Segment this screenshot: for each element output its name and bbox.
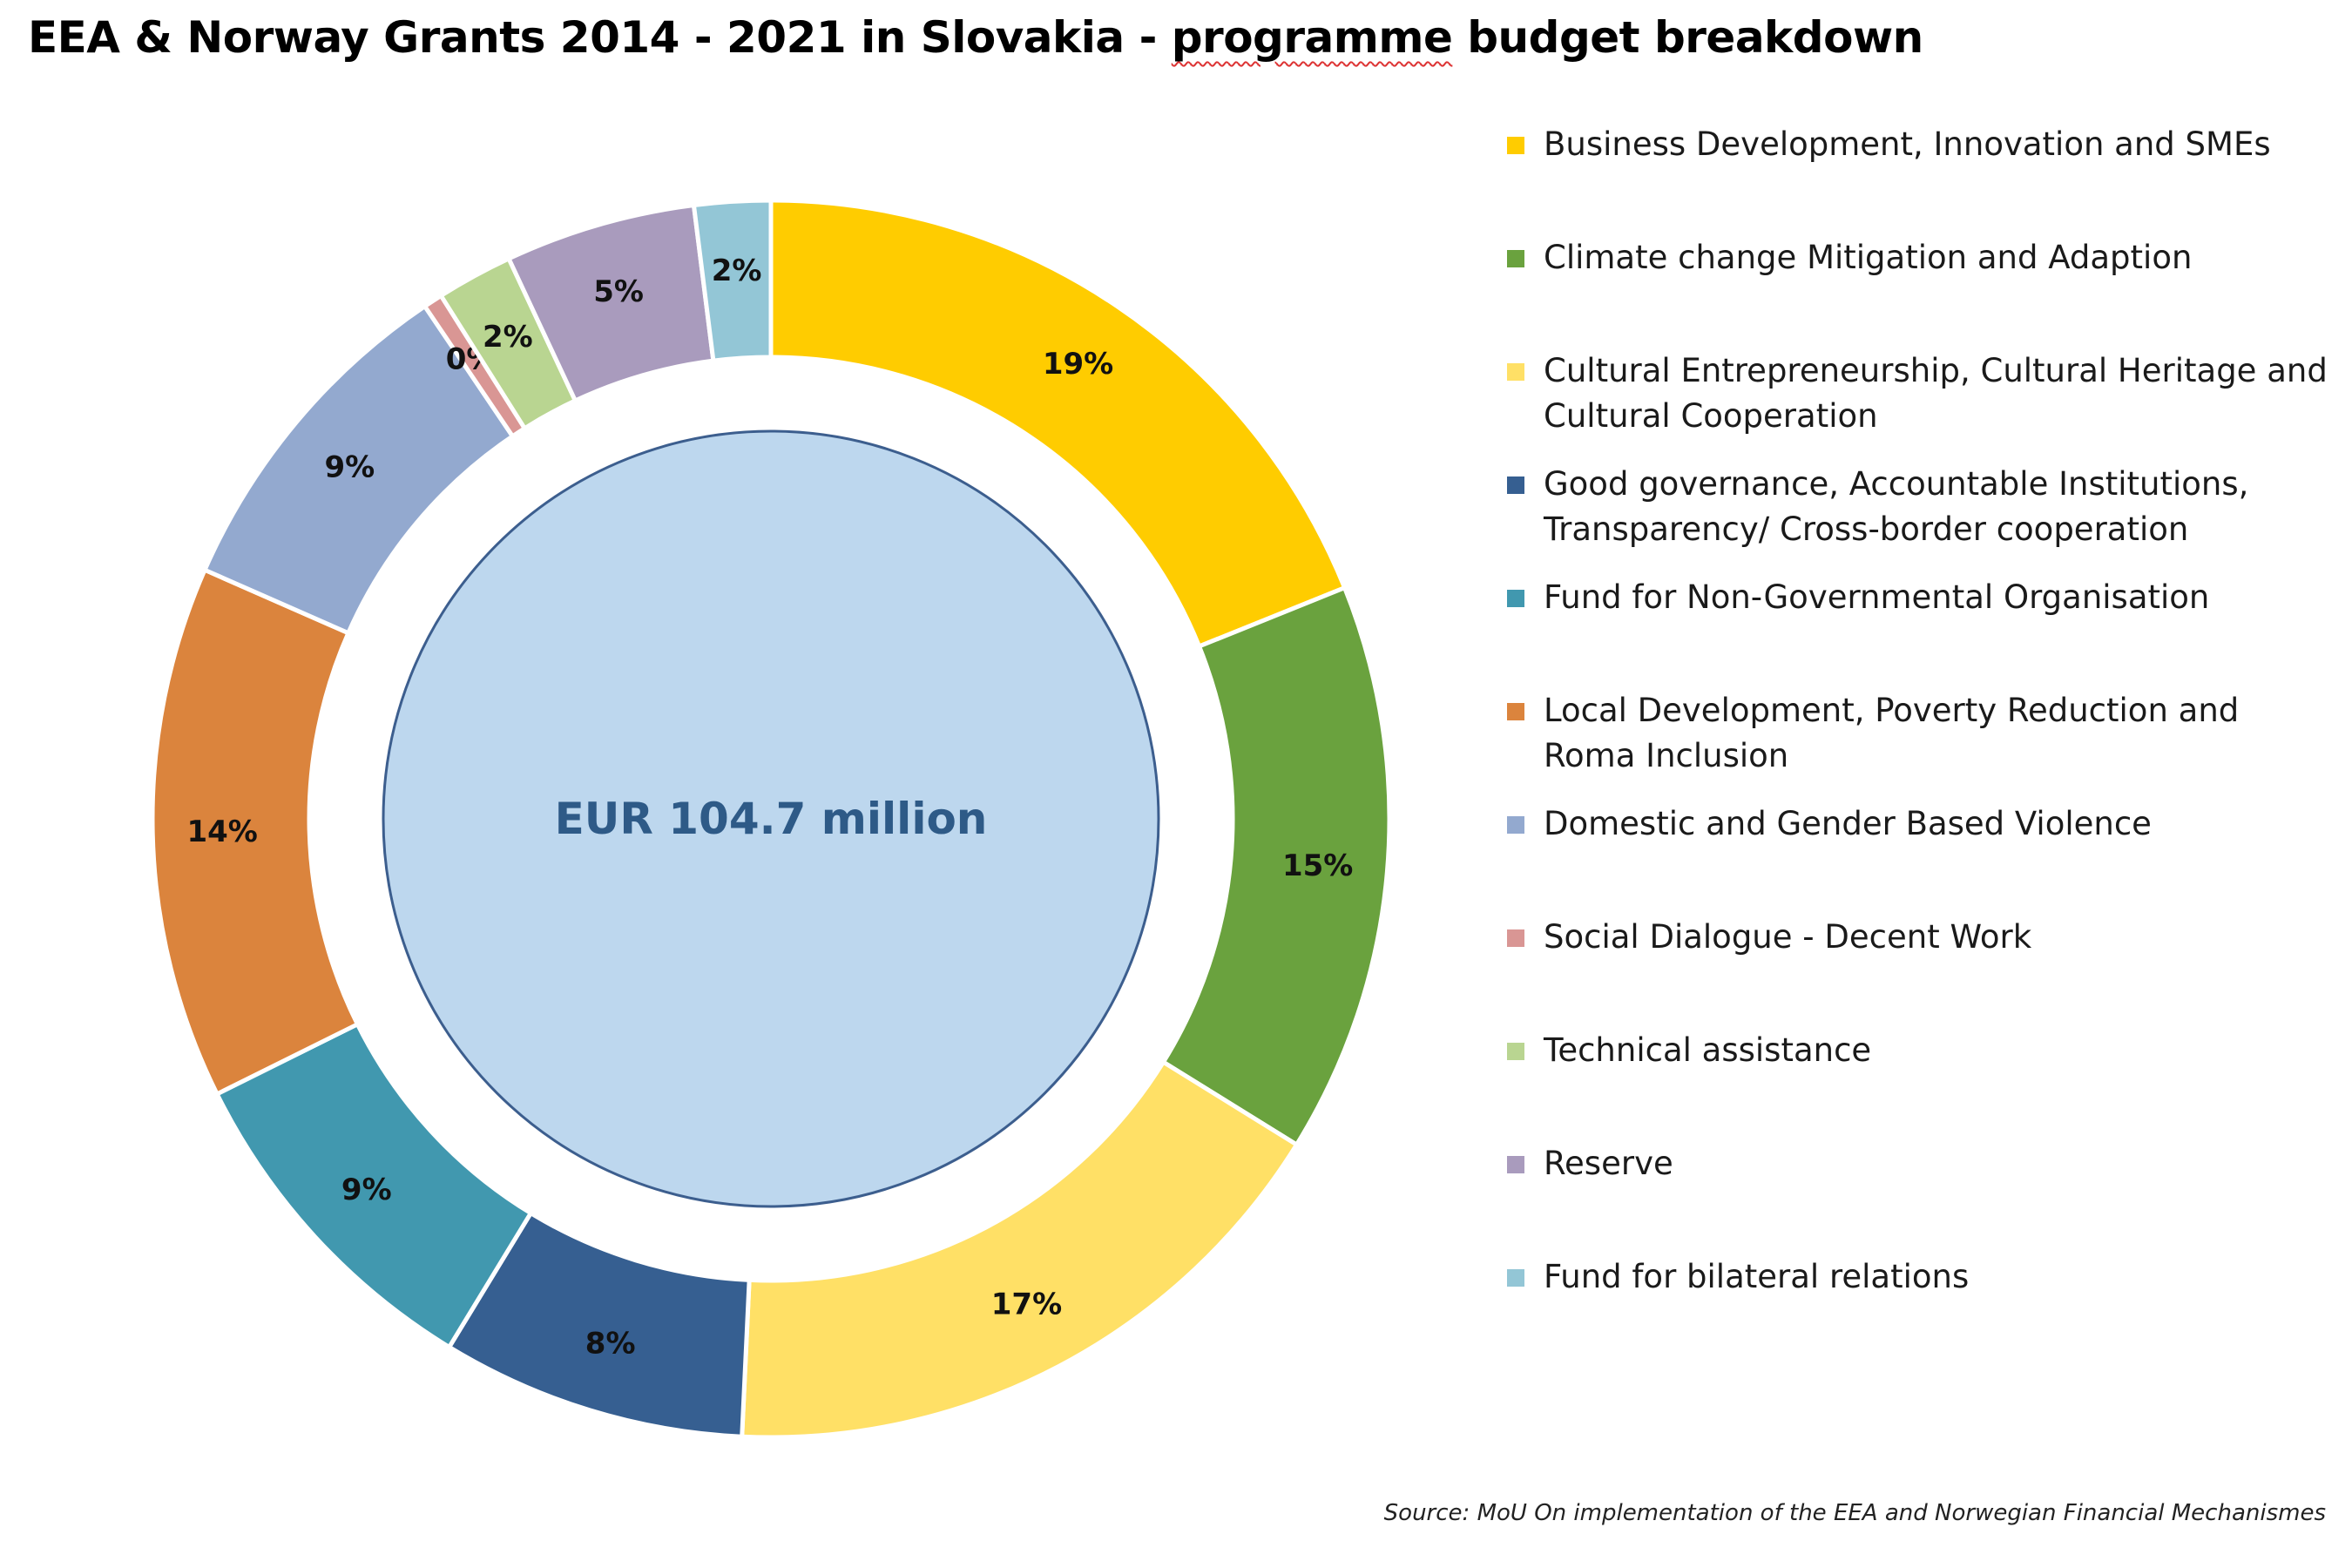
legend-swatch (1507, 363, 1524, 381)
legend-swatch (1507, 250, 1524, 267)
legend-label: Fund for Non-Governmental Organisation (1544, 578, 2210, 616)
legend-label: Cultural Entrepreneurship, Cultural Heri… (1544, 352, 2328, 435)
legend-swatch (1507, 1043, 1524, 1060)
legend-label: Local Development, Poverty Reduction and… (1544, 692, 2240, 774)
legend-item: Social Dialogue - Decent Work (1507, 915, 2335, 960)
data-label-technical-assistance: 2% (483, 320, 533, 355)
data-label-climate-change-mitigation-and-adaption: 15% (1282, 848, 1353, 883)
legend-swatch (1507, 137, 1524, 154)
legend-item: Fund for bilateral relations (1507, 1254, 2335, 1300)
legend-item: Fund for Non-Governmental Organisation (1507, 575, 2335, 620)
legend-label: Good governance, Accountable Institution… (1544, 465, 2249, 548)
legend-swatch (1507, 816, 1524, 834)
donut-chart: 19%15%17%8%9%14%9%0%2%5%2%EUR 104.7 mill… (152, 198, 1392, 1437)
legend-item: Good governance, Accountable Institution… (1507, 462, 2335, 552)
legend-label: Business Development, Innovation and SME… (1544, 125, 2271, 163)
legend-label: Domestic and Gender Based Violence (1544, 805, 2152, 842)
chart-title: EEA & Norway Grants 2014 - 2021 in Slova… (28, 12, 1923, 63)
donut-slice-climate-change-mitigation-and-adaption (1160, 585, 1392, 1148)
legend-item: Business Development, Innovation and SME… (1507, 122, 2335, 167)
legend-label: Fund for bilateral relations (1544, 1258, 1970, 1295)
legend-item: Reserve (1507, 1141, 2335, 1186)
legend-swatch (1507, 590, 1524, 607)
legend-label: Technical assistance (1544, 1031, 1872, 1069)
legend-label: Reserve (1544, 1145, 1673, 1182)
legend-swatch (1507, 703, 1524, 720)
data-label-domestic-and-gender-based-violence: 9% (324, 449, 375, 484)
legend-swatch (1507, 1269, 1524, 1287)
data-label-good-governance-accountable-institutions-transparency-cross-border-cooperation: 8% (585, 1326, 636, 1361)
data-label-local-development-poverty-reduction-and-roma-inclusion: 14% (186, 814, 257, 849)
legend-item: Technical assistance (1507, 1028, 2335, 1073)
data-label-fund-for-bilateral-relations: 2% (712, 253, 762, 288)
data-label-reserve: 5% (593, 274, 644, 309)
center-circle (382, 429, 1160, 1208)
donut-slice-business-development-innovation-and-smes (768, 198, 1348, 650)
donut-slice-fund-for-bilateral-relations (691, 198, 774, 363)
data-label-cultural-entrepreneurship-cultural-heritage-and-cultural-cooperation: 17% (991, 1287, 1062, 1321)
source-note: Source: MoU On implementation of the EEA… (1383, 1500, 2326, 1526)
center-label: EUR 104.7 million (555, 794, 988, 844)
legend-swatch (1507, 929, 1524, 947)
legend-item: Climate change Mitigation and Adaption (1507, 235, 2335, 280)
legend-label: Climate change Mitigation and Adaption (1544, 239, 2193, 276)
legend-swatch (1507, 1156, 1524, 1173)
legend-label: Social Dialogue - Decent Work (1544, 918, 2032, 956)
legend-item: Cultural Entrepreneurship, Cultural Heri… (1507, 348, 2335, 439)
legend-item: Domestic and Gender Based Violence (1507, 801, 2335, 847)
data-label-fund-for-non-governmental-organisation: 9% (341, 1173, 392, 1207)
legend-swatch (1507, 476, 1524, 494)
data-label-business-development-innovation-and-smes: 19% (1043, 347, 1113, 382)
legend-item: Local Development, Poverty Reduction and… (1507, 688, 2335, 779)
